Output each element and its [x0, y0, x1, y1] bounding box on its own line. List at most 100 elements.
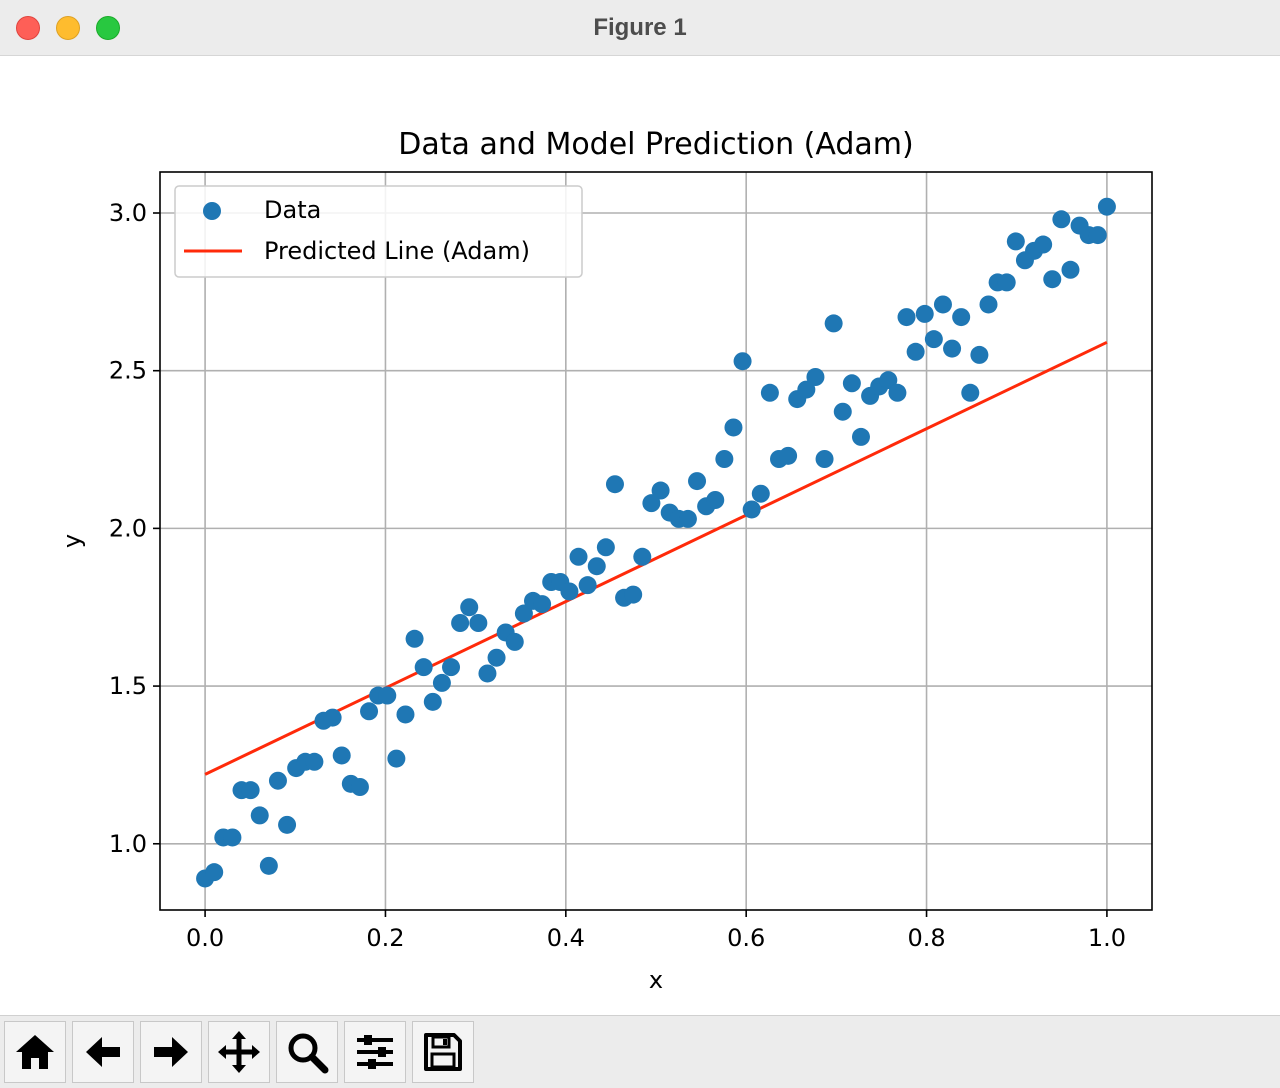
- legend-label-predicted-line: Predicted Line (Adam): [264, 237, 530, 265]
- data-point: [779, 446, 798, 465]
- data-point: [205, 863, 224, 882]
- forward-button[interactable]: [140, 1021, 202, 1083]
- data-points-series: [196, 197, 1116, 888]
- data-point: [879, 371, 898, 390]
- zoom-button[interactable]: [276, 1021, 338, 1083]
- data-point: [1006, 232, 1025, 251]
- data-point: [605, 475, 624, 494]
- save-button[interactable]: [412, 1021, 474, 1083]
- data-point: [915, 304, 934, 323]
- y-tick-label: 2.5: [109, 357, 147, 385]
- data-point: [451, 614, 470, 632]
- y-axis-label: y: [58, 534, 86, 548]
- data-point: [952, 308, 971, 327]
- y-tick-label: 1.0: [109, 830, 147, 858]
- data-point: [979, 295, 998, 314]
- data-point: [432, 673, 451, 692]
- data-point: [569, 547, 588, 566]
- data-point: [560, 582, 579, 601]
- data-point: [305, 752, 324, 771]
- home-button[interactable]: [4, 1021, 66, 1083]
- data-point: [624, 585, 643, 604]
- data-point: [1088, 226, 1107, 245]
- axis-ticks: 0.0 0.2 0.4 0.6 0.8 1.0 1.0 1.5 2.0 2.5 3.0: [109, 199, 1126, 952]
- data-point: [396, 705, 415, 724]
- data-point: [460, 598, 479, 617]
- data-point: [797, 380, 816, 399]
- data-point: [961, 383, 980, 402]
- data-point: [760, 383, 779, 402]
- data-point: [587, 557, 606, 576]
- data-point: [487, 648, 506, 667]
- y-tick-label: 3.0: [109, 199, 147, 227]
- data-point: [259, 856, 278, 875]
- data-point: [387, 749, 406, 768]
- x-tick-label: 0.4: [547, 924, 585, 952]
- x-tick-label: 0.0: [186, 924, 224, 952]
- data-point: [278, 815, 297, 834]
- data-point: [733, 352, 752, 371]
- data-point: [888, 383, 907, 402]
- data-point: [924, 330, 943, 349]
- back-button[interactable]: [72, 1021, 134, 1083]
- arrow-left-icon: [86, 1037, 120, 1067]
- legend: Data Predicted Line (Adam): [174, 185, 583, 278]
- sliders-icon: [357, 1035, 393, 1069]
- figure-canvas[interactable]: 0.0 0.2 0.4 0.6 0.8 1.0 1.0 1.5 2.0 2.5 3.0 Data a…: [0, 57, 1280, 1015]
- legend-label-data: Data: [264, 196, 321, 224]
- data-point: [815, 450, 834, 468]
- data-point: [997, 273, 1016, 292]
- magnifier-icon: [288, 1033, 329, 1074]
- data-point: [806, 368, 825, 386]
- data-point: [268, 771, 287, 790]
- x-tick-label: 0.6: [727, 924, 765, 952]
- data-point: [678, 509, 697, 528]
- data-point: [706, 491, 725, 509]
- data-point: [851, 427, 870, 446]
- data-point: [414, 658, 433, 677]
- data-point: [223, 828, 242, 847]
- zoom-window-button[interactable]: [96, 16, 120, 40]
- y-tick-label: 1.5: [109, 672, 147, 700]
- move-icon: [218, 1031, 260, 1073]
- data-point: [824, 314, 843, 333]
- x-axis-label: x: [649, 966, 663, 994]
- data-point: [478, 664, 497, 683]
- pan-button[interactable]: [208, 1021, 270, 1083]
- data-point: [943, 339, 962, 358]
- configure-subplots-button[interactable]: [344, 1021, 406, 1083]
- data-point: [332, 746, 351, 765]
- data-point: [469, 614, 488, 632]
- home-icon: [16, 1035, 54, 1069]
- axes-frame: [159, 171, 1153, 911]
- x-tick-label: 0.8: [907, 924, 945, 952]
- predicted-line: [204, 340, 1108, 776]
- arrow-right-icon: [154, 1037, 188, 1067]
- data-point: [514, 604, 533, 623]
- data-point: [724, 418, 743, 437]
- data-point: [596, 538, 615, 557]
- data-point: [1043, 270, 1062, 289]
- data-point: [833, 402, 852, 421]
- data-point: [505, 632, 524, 651]
- data-point: [1052, 210, 1071, 229]
- minimize-window-button[interactable]: [56, 16, 80, 40]
- close-window-button[interactable]: [16, 16, 40, 40]
- data-point: [250, 806, 269, 825]
- predicted-line-series: [204, 340, 1108, 776]
- data-point: [533, 595, 552, 614]
- window-titlebar: Figure 1: [0, 0, 1280, 56]
- data-point: [360, 702, 379, 721]
- data-point: [897, 308, 916, 327]
- legend-box: [174, 185, 583, 278]
- data-point: [1061, 260, 1080, 279]
- data-point: [642, 494, 661, 513]
- data-point: [906, 342, 925, 361]
- data-point: [742, 500, 761, 519]
- data-point: [842, 374, 861, 393]
- data-point: [651, 481, 670, 500]
- chart[interactable]: 0.0 0.2 0.4 0.6 0.8 1.0 1.0 1.5 2.0 2.5 3.0 Data a…: [0, 57, 1280, 1015]
- data-point: [423, 692, 442, 711]
- data-point: [378, 686, 397, 705]
- data-point: [442, 658, 461, 677]
